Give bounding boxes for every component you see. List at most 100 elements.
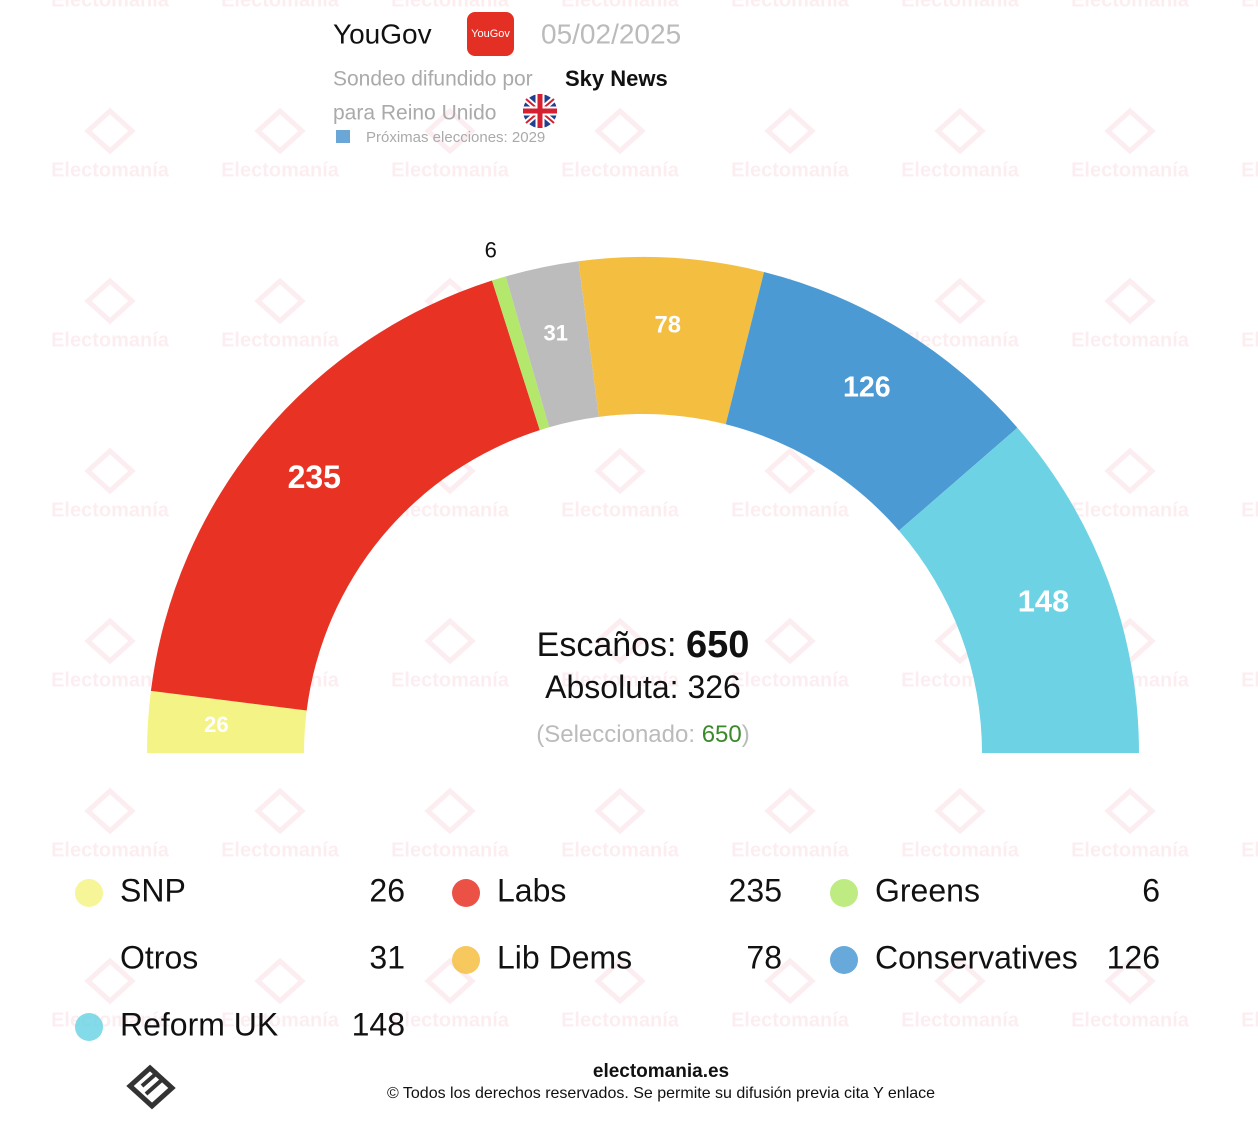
watermark-logo bbox=[594, 447, 646, 495]
watermark: Electomanía bbox=[391, 0, 510, 11]
watermark: Electomanía bbox=[1071, 329, 1190, 351]
pollster-logo bbox=[467, 12, 514, 56]
watermark: Electomanía bbox=[901, 0, 1020, 11]
legend-icon bbox=[452, 946, 480, 974]
seat-arc bbox=[578, 257, 765, 425]
watermark: Electomanía bbox=[1071, 159, 1190, 181]
legend-icon bbox=[452, 879, 480, 907]
watermark: Electomanía bbox=[51, 329, 170, 351]
watermark: Electomanía bbox=[221, 839, 340, 861]
watermark: Electomanía bbox=[221, 329, 340, 351]
watermark-logo bbox=[424, 617, 476, 665]
legend-name: Labs bbox=[497, 872, 566, 908]
watermark-logo bbox=[594, 617, 646, 665]
watermark: Electomanía bbox=[731, 1009, 850, 1031]
watermark: Electomanía bbox=[731, 499, 850, 521]
watermark: Electomanía bbox=[561, 1009, 680, 1031]
region: para Reino Unido bbox=[333, 102, 496, 125]
legend-value: 31 bbox=[369, 939, 405, 975]
seat-arc bbox=[725, 271, 1018, 531]
watermark: Electomanía bbox=[1241, 669, 1258, 691]
watermark-logo bbox=[254, 277, 306, 325]
watermark: Electomanía bbox=[1071, 0, 1190, 11]
seats-total: 650 bbox=[686, 624, 749, 666]
seat-arc bbox=[147, 690, 307, 753]
watermark: Electomanía bbox=[561, 0, 680, 11]
watermark: Electomanía bbox=[51, 499, 170, 521]
seat-arc bbox=[505, 261, 599, 428]
watermark: Electomanía bbox=[391, 1009, 510, 1031]
legend-icon bbox=[75, 1013, 103, 1041]
source: Sky News bbox=[565, 66, 668, 91]
legend-name: Otros bbox=[120, 939, 198, 975]
watermark: Electomanía bbox=[731, 159, 850, 181]
watermark: Electomanía bbox=[51, 159, 170, 181]
watermark-logo bbox=[594, 107, 646, 155]
seat-arc bbox=[492, 276, 550, 431]
legend-value: 126 bbox=[1107, 939, 1160, 975]
legend-value: 78 bbox=[746, 939, 782, 975]
watermark-logo bbox=[1104, 447, 1156, 495]
watermark-logo bbox=[424, 787, 476, 835]
watermark: Electomanía bbox=[391, 499, 510, 521]
selected: (Seleccionado: 650) bbox=[536, 721, 749, 748]
hemicycle: 26 235 6 31 78 126 148 bbox=[147, 237, 1139, 753]
ballot-icon bbox=[336, 130, 350, 143]
watermark: Electomanía bbox=[901, 839, 1020, 861]
legend-name: Conservatives bbox=[875, 939, 1078, 975]
watermark: Electomanía bbox=[561, 159, 680, 181]
legend-value: 235 bbox=[729, 872, 782, 908]
watermark-logo bbox=[254, 957, 306, 1005]
legend-name: SNP bbox=[120, 872, 186, 908]
watermark: Electomanía bbox=[731, 0, 850, 11]
watermark-logo bbox=[84, 447, 136, 495]
selected-close: ) bbox=[742, 721, 750, 748]
watermark-logo bbox=[594, 787, 646, 835]
watermark: Electomanía bbox=[221, 0, 340, 11]
watermark-logo bbox=[1104, 957, 1156, 1005]
watermark: Electomanía bbox=[1241, 1009, 1258, 1031]
footer-logo bbox=[126, 1064, 176, 1110]
footer-site: electomania.es bbox=[593, 1061, 729, 1082]
watermark: Electomanía bbox=[391, 669, 510, 691]
value-label: 26 bbox=[204, 712, 228, 737]
watermark: Electomanía bbox=[561, 839, 680, 861]
watermark-logo bbox=[764, 957, 816, 1005]
watermark-logo bbox=[84, 277, 136, 325]
majority: Absoluta: 326 bbox=[545, 669, 741, 705]
watermark-logo bbox=[764, 447, 816, 495]
watermark-logo bbox=[764, 617, 816, 665]
watermark-logo bbox=[934, 277, 986, 325]
legend-icon bbox=[830, 879, 858, 907]
watermark-logo bbox=[934, 107, 986, 155]
watermark-logo bbox=[254, 107, 306, 155]
watermark: Electomanía bbox=[901, 329, 1020, 351]
value-label: 6 bbox=[485, 237, 497, 262]
legend-value: 148 bbox=[352, 1006, 405, 1042]
value-label: 235 bbox=[288, 459, 341, 495]
watermark-logo bbox=[84, 617, 136, 665]
watermark-logo bbox=[84, 787, 136, 835]
watermark: Electomanía bbox=[1241, 329, 1258, 351]
watermark-logo bbox=[934, 957, 986, 1005]
watermark-logo bbox=[1104, 107, 1156, 155]
legend-value: 26 bbox=[369, 872, 405, 908]
value-label: 78 bbox=[655, 312, 681, 339]
legend: SNP 26 Labs 235 Greens 6 Otros 31 Lib Dems 78 Cons… bbox=[75, 872, 1160, 1042]
watermark-logo bbox=[1104, 277, 1156, 325]
watermark-logo bbox=[764, 787, 816, 835]
source-prefix: Sondeo difundido por bbox=[333, 68, 533, 91]
watermark: Electomanía bbox=[51, 669, 170, 691]
watermark: Electomanía bbox=[731, 669, 850, 691]
watermark-logo bbox=[934, 787, 986, 835]
watermark-logo bbox=[424, 107, 476, 155]
watermark: Electomanía bbox=[391, 159, 510, 181]
watermark: Electomanía bbox=[1241, 499, 1258, 521]
legend-name: Reform UK bbox=[120, 1006, 278, 1042]
legend-name: Lib Dems bbox=[497, 939, 632, 975]
watermark-logo bbox=[424, 957, 476, 1005]
watermark-logo bbox=[84, 107, 136, 155]
seat-arc bbox=[898, 427, 1139, 753]
value-label: 126 bbox=[843, 371, 891, 403]
watermark: Electomanía bbox=[731, 839, 850, 861]
